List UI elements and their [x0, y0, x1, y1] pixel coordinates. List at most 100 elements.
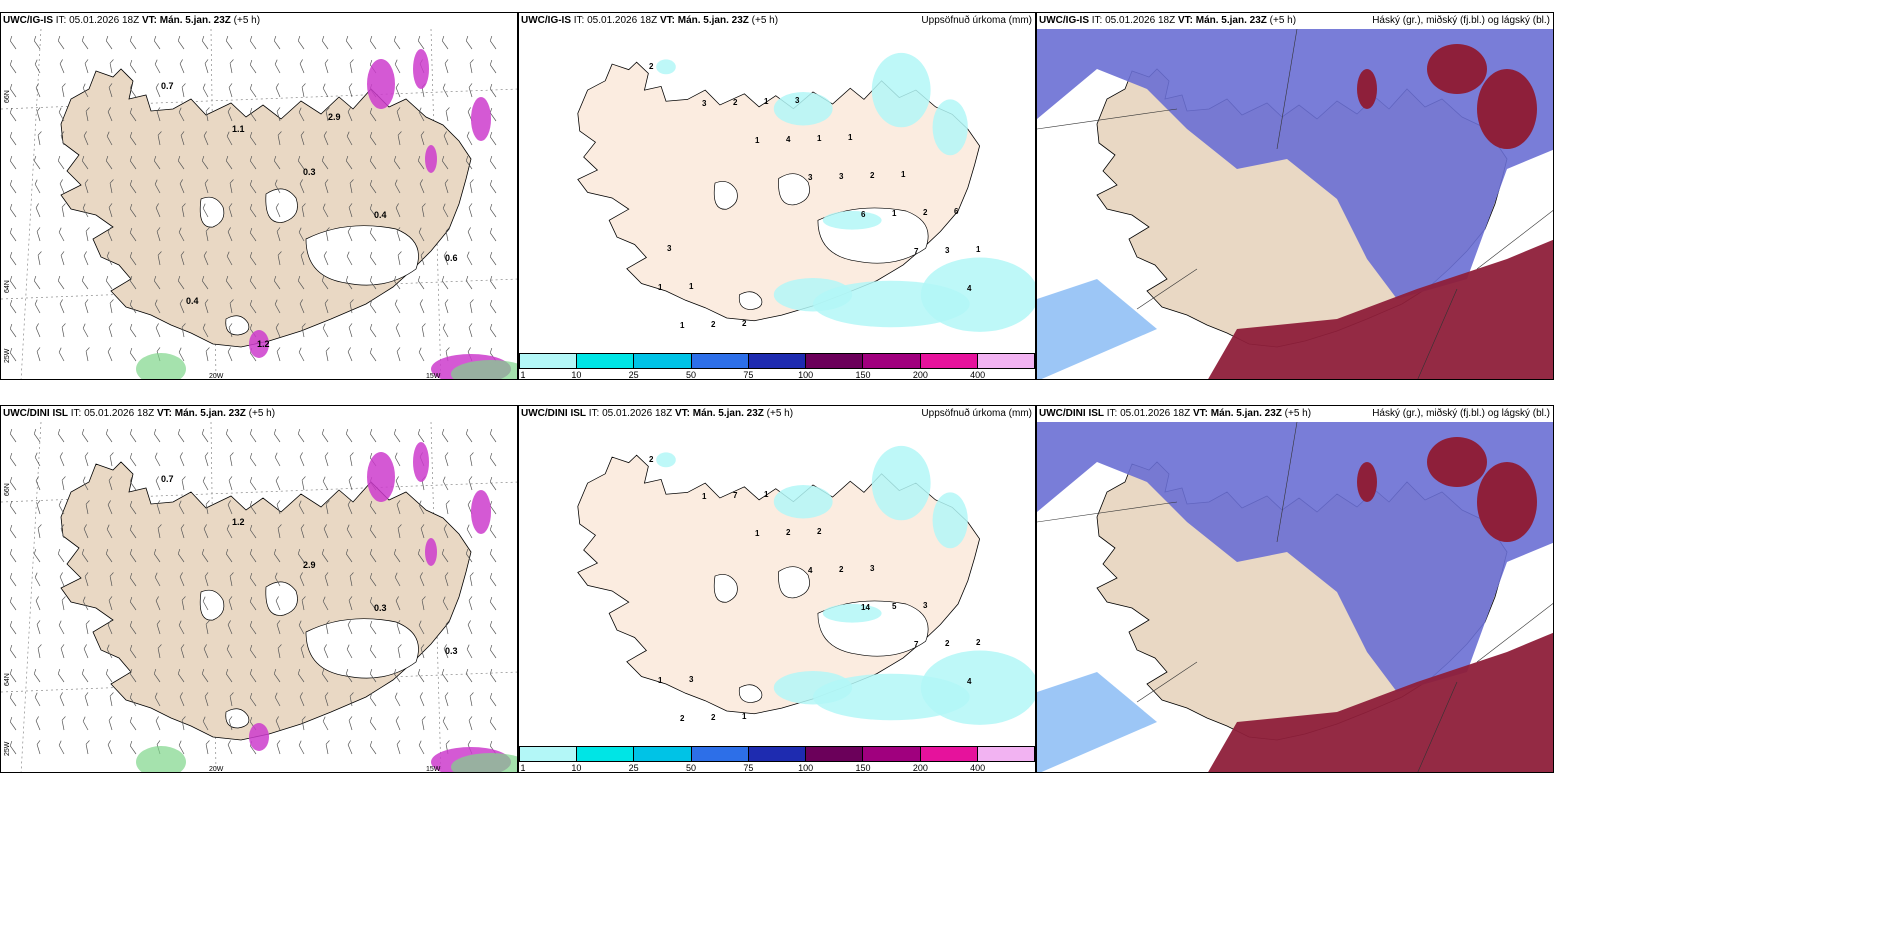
glacier	[738, 291, 763, 310]
wind-barb	[154, 299, 161, 314]
panel-precip-top: UWC/IG-IS IT: 05.01.2026 18Z VT: Mán. 5.…	[518, 12, 1036, 380]
colorbar-tick-label: 10	[571, 370, 582, 380]
wind-barb	[9, 203, 17, 218]
wind-barb	[347, 500, 353, 515]
wind-barb	[249, 428, 257, 443]
wind-barb	[201, 35, 209, 50]
wind-barb	[442, 83, 449, 98]
wind-barb	[417, 275, 425, 290]
precip-area	[773, 484, 833, 519]
wind-barb	[489, 596, 497, 611]
wind-barb	[35, 323, 41, 338]
wind-barb	[465, 155, 473, 170]
wind-barb	[395, 83, 401, 98]
wind-barb	[369, 155, 377, 170]
wind-barb	[129, 227, 137, 242]
colorbar-tick-label: 10	[571, 763, 582, 773]
precip-value-label: 4	[808, 566, 813, 575]
wind-barb	[154, 59, 161, 74]
wind-barb	[157, 251, 162, 266]
wind-barb	[9, 476, 17, 491]
wind-barb	[465, 35, 473, 50]
wind-barb	[36, 227, 41, 242]
wind-barb	[249, 179, 257, 194]
wind-barb	[489, 323, 497, 338]
low-cloud-area	[1357, 462, 1377, 502]
wind-barb	[249, 524, 257, 539]
wind-barb	[322, 323, 329, 338]
wind-barb	[324, 299, 329, 314]
precip-value-label: 1	[848, 133, 853, 142]
wind-barb	[369, 323, 377, 338]
graticule-line	[1037, 501, 1178, 523]
wind-barb	[129, 59, 137, 74]
wind-barb	[202, 596, 209, 611]
wind-barb	[420, 131, 425, 146]
wind-map: 0.7 1.2 2.9 0.3 0.3 66N 64N 25W 20W 15W	[1, 422, 517, 772]
colorbar-swatch	[691, 747, 749, 761]
wind-barb	[275, 596, 281, 611]
wind-barb	[227, 347, 233, 362]
wind-barb	[202, 476, 209, 491]
wind-barb	[129, 644, 137, 659]
precip-value-label: 2	[742, 319, 747, 328]
wind-barb	[443, 644, 449, 659]
wind-barb	[157, 644, 162, 659]
colorbar-tick-label: 50	[685, 370, 697, 380]
wind-barb	[445, 500, 450, 515]
wind-barb	[129, 476, 137, 491]
panel-header: UWC/DINI ISL IT: 05.01.2026 18Z VT: Mán.…	[3, 408, 276, 419]
wind-barb	[277, 251, 282, 266]
graticule-line	[1417, 681, 1458, 772]
precip-value-label: 2	[839, 565, 844, 574]
wind-barb	[157, 524, 162, 539]
wind-barb	[394, 299, 401, 314]
wind-barb	[33, 275, 41, 290]
wind-barb	[369, 572, 377, 587]
wind-barb	[82, 203, 89, 218]
glacier	[778, 173, 810, 206]
wind-barb	[274, 452, 281, 467]
glacier	[778, 566, 810, 599]
wind-barb	[345, 155, 353, 170]
wind-barb	[35, 476, 41, 491]
wind-barb	[181, 476, 186, 491]
wind-barb	[37, 524, 42, 539]
wind-barb	[249, 59, 257, 74]
wind-barb	[109, 299, 114, 314]
iceland-landmass	[60, 68, 472, 348]
precip-area	[367, 59, 395, 109]
wind-value-label: 0.6	[445, 253, 458, 263]
wind-barb	[155, 476, 161, 491]
wind-barb	[419, 179, 425, 194]
wind-barb	[105, 668, 113, 683]
wind-barb	[129, 299, 137, 314]
wind-barb	[129, 347, 137, 362]
precip-area	[822, 211, 882, 230]
wind-barb	[277, 524, 282, 539]
wind-barb	[273, 155, 281, 170]
wind-barb	[58, 740, 65, 755]
panel-header: UWC/DINI ISL IT: 05.01.2026 18Z VT: Mán.…	[521, 408, 794, 419]
precip-value-label: 3	[923, 601, 928, 610]
wind-barb	[129, 740, 137, 755]
precip-value-label: 1	[702, 492, 707, 501]
graticule-line	[1037, 108, 1178, 130]
wind-barb	[324, 572, 329, 587]
wind-barb	[58, 620, 65, 635]
wind-barb	[84, 452, 89, 467]
wind-barb	[179, 299, 185, 314]
glacier	[225, 315, 250, 336]
colorbar-tick-label: 150	[855, 763, 871, 773]
colorbar-swatch	[863, 354, 921, 368]
precip-value-label: 4	[967, 677, 972, 686]
wind-barb	[346, 524, 353, 539]
glacier	[713, 181, 738, 210]
glacier	[199, 589, 225, 621]
wind-barb	[418, 107, 425, 122]
precip-value-label: 14	[861, 603, 870, 612]
wind-barb	[417, 668, 425, 683]
wind-barb	[178, 107, 185, 122]
wind-barb	[9, 35, 17, 50]
wind-barb	[395, 596, 401, 611]
